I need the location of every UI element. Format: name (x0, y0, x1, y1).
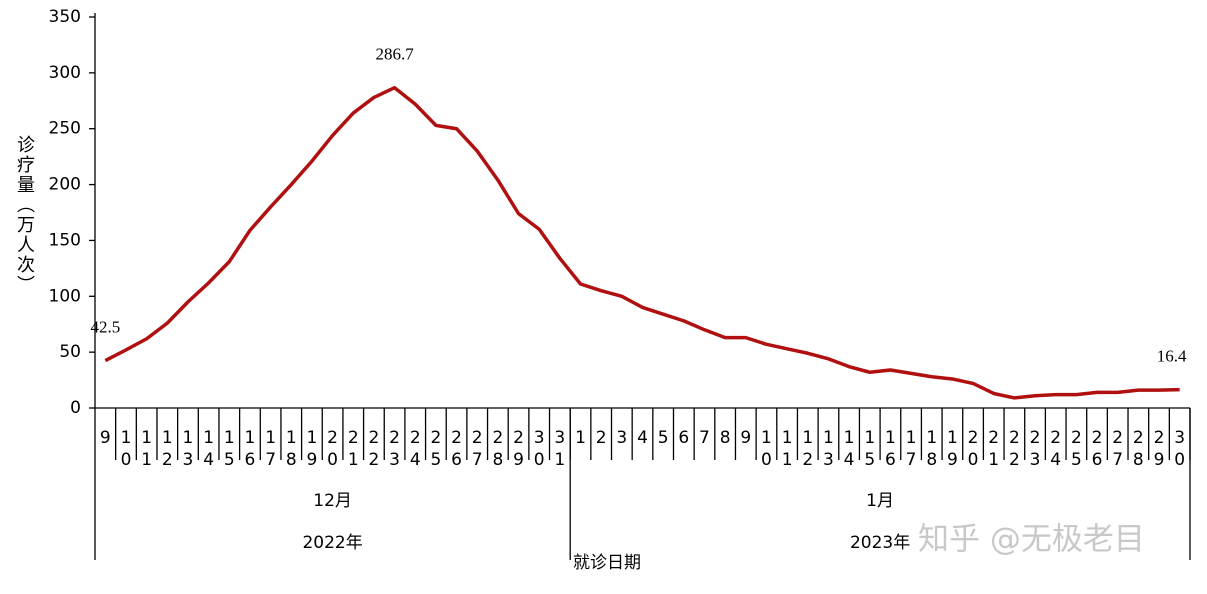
y-tick-label: 300 (49, 63, 81, 83)
x-tick-label: 15 (219, 428, 239, 472)
x-tick-label: 21 (343, 428, 363, 472)
x-tick-label: 5 (653, 428, 673, 450)
x-tick-label: 27 (467, 428, 487, 472)
x-tick-label: 28 (488, 428, 508, 472)
x-tick-label: 26 (1087, 428, 1107, 472)
x-tick-label: 19 (942, 428, 962, 472)
x-tick-label: 10 (756, 428, 776, 472)
x-tick-label: 22 (364, 428, 384, 472)
x-tick-label: 13 (818, 428, 838, 472)
x-tick-label: 3 (612, 428, 632, 450)
x-tick-label: 13 (178, 428, 198, 472)
y-tick-label: 150 (49, 230, 81, 250)
watermark: 知乎 @无极老目 (918, 522, 1145, 558)
x-tick-label: 11 (137, 428, 157, 472)
x-tick-label: 12 (798, 428, 818, 472)
x-tick-label: 20 (323, 428, 343, 472)
year-label: 2023年 (850, 533, 910, 553)
x-tick-label: 9 (95, 428, 115, 450)
y-tick-label: 350 (49, 7, 81, 27)
y-tick-label: 100 (49, 286, 81, 306)
x-tick-label: 23 (1025, 428, 1045, 472)
x-tick-label: 10 (116, 428, 136, 472)
x-tick-label: 18 (922, 428, 942, 472)
x-tick-label: 25 (1066, 428, 1086, 472)
data-label: 42.5 (90, 317, 120, 336)
x-tick-label: 9 (736, 428, 756, 450)
x-tick-label: 16 (240, 428, 260, 472)
x-tick-label: 31 (550, 428, 570, 472)
data-label: 286.7 (375, 45, 414, 64)
x-tick-label: 29 (509, 428, 529, 472)
x-tick-label: 17 (261, 428, 281, 472)
x-tick-label: 18 (281, 428, 301, 472)
x-tick-label: 27 (1108, 428, 1128, 472)
x-tick-label: 6 (674, 428, 694, 450)
x-tick-label: 14 (199, 428, 219, 472)
y-axis-label: 诊疗量（万人次） (14, 135, 35, 295)
x-tick-label: 11 (777, 428, 797, 472)
x-tick-label: 28 (1128, 428, 1148, 472)
y-tick-label: 0 (70, 398, 81, 418)
x-tick-label: 23 (385, 428, 405, 472)
x-tick-label: 14 (839, 428, 859, 472)
month-label: 1月 (866, 491, 894, 511)
x-tick-label: 4 (633, 428, 653, 450)
x-tick-label: 20 (963, 428, 983, 472)
x-tick-label: 2 (591, 428, 611, 450)
x-tick-label: 16 (880, 428, 900, 472)
x-tick-label: 19 (302, 428, 322, 472)
x-axis-label: 就诊日期 (573, 553, 641, 573)
x-tick-label: 30 (1170, 428, 1190, 472)
x-tick-label: 24 (1046, 428, 1066, 472)
x-tick-label: 29 (1149, 428, 1169, 472)
x-tick-label: 30 (529, 428, 549, 472)
y-tick-label: 200 (49, 175, 81, 195)
x-tick-label: 7 (694, 428, 714, 450)
data-line (104, 85, 1180, 400)
data-label: 16.4 (1157, 347, 1187, 366)
y-tick-label: 250 (49, 119, 81, 139)
x-tick-label: 24 (405, 428, 425, 472)
x-tick-label: 8 (715, 428, 735, 450)
x-tick-label: 21 (984, 428, 1004, 472)
year-label: 2022年 (302, 533, 362, 553)
y-tick-label: 50 (59, 342, 81, 362)
x-tick-label: 17 (901, 428, 921, 472)
x-tick-label: 22 (1004, 428, 1024, 472)
month-label: 12月 (313, 491, 352, 511)
x-tick-label: 1 (571, 428, 591, 450)
x-tick-label: 26 (447, 428, 467, 472)
x-tick-label: 25 (426, 428, 446, 472)
x-tick-label: 15 (860, 428, 880, 472)
x-tick-label: 12 (157, 428, 177, 472)
